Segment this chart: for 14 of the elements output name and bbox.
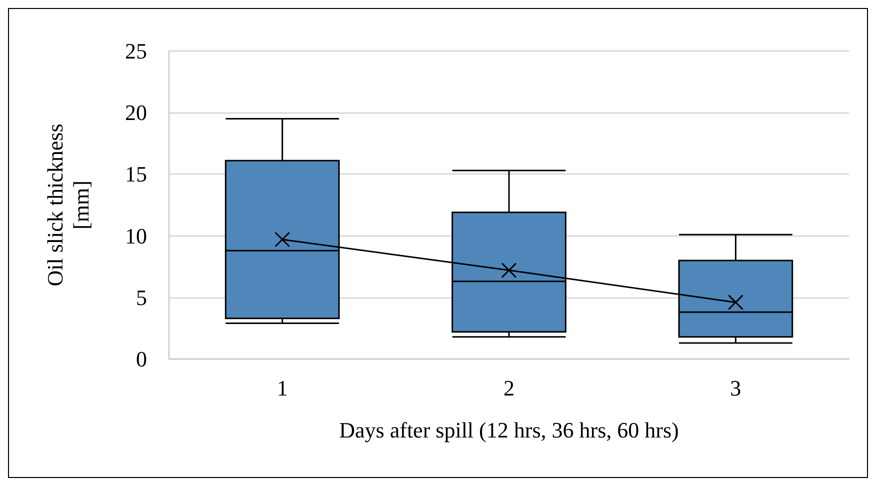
y-tick-label: 10 xyxy=(125,223,147,248)
y-tick-label: 0 xyxy=(136,346,147,372)
x-tick-label: 1 xyxy=(276,376,288,400)
point xyxy=(501,262,517,278)
y-tick-label: 20 xyxy=(125,100,147,126)
x-axis-title: Days after spill (12 hrs, 36 hrs, 60 hrs) xyxy=(339,418,679,442)
x-tick-label: 2 xyxy=(504,376,514,400)
y-tick-label: 25 xyxy=(125,38,147,64)
y-axis-title: Oil slick thickness [mm] xyxy=(42,124,94,286)
point xyxy=(728,294,744,310)
y-tick-label: 5 xyxy=(136,284,147,310)
point xyxy=(274,232,290,248)
y-tick-label: 15 xyxy=(125,162,147,187)
x-tick-label: 3 xyxy=(730,376,742,400)
